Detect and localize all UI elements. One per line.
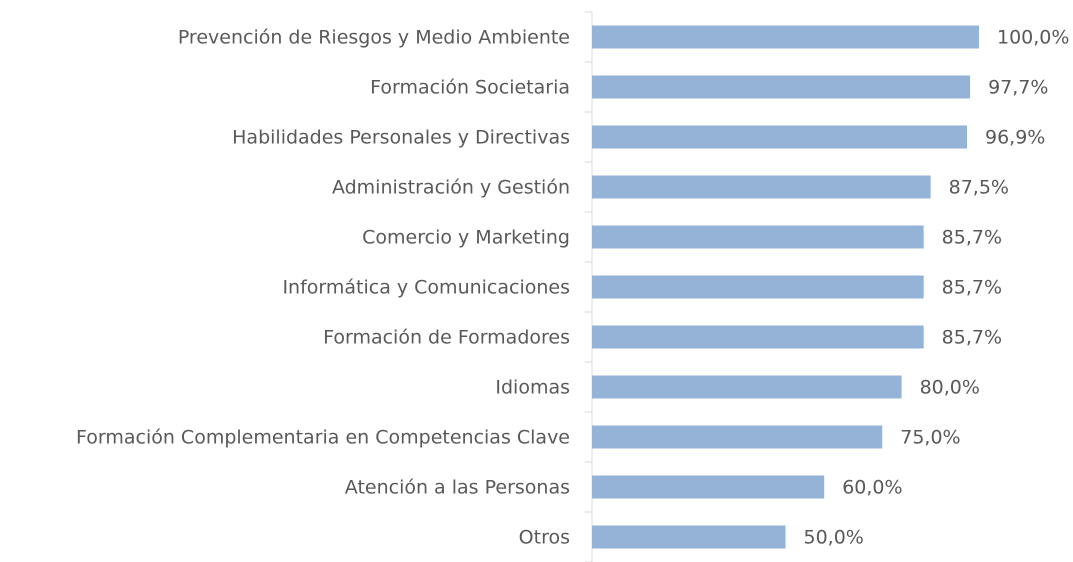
category-label: Formación Societaria [370, 77, 570, 99]
value-label: 75,0% [900, 427, 960, 449]
bar [592, 325, 924, 349]
category-label: Atención a las Personas [345, 477, 570, 499]
category-label: Formación de Formadores [323, 327, 570, 349]
value-label: 97,7% [988, 77, 1048, 99]
value-label: 85,7% [942, 227, 1002, 249]
value-label: 100,0% [997, 27, 1069, 49]
value-label: 60,0% [842, 477, 902, 499]
bar [592, 475, 825, 499]
bar [592, 225, 924, 249]
category-label: Idiomas [495, 377, 570, 399]
value-label: 85,7% [942, 277, 1002, 299]
category-label: Formación Complementaria en Competencias… [76, 427, 570, 449]
category-label: Prevención de Riesgos y Medio Ambiente [178, 27, 570, 49]
category-label: Otros [519, 527, 570, 549]
bar [592, 525, 786, 549]
bar [592, 25, 979, 49]
value-label: 96,9% [985, 127, 1045, 149]
category-label: Comercio y Marketing [362, 227, 570, 249]
value-label: 80,0% [920, 377, 980, 399]
bar [592, 275, 924, 299]
category-label: Informática y Comunicaciones [282, 277, 570, 299]
bar [592, 125, 968, 149]
value-label: 85,7% [942, 327, 1002, 349]
bar [592, 425, 883, 449]
category-label: Habilidades Personales y Directivas [232, 127, 570, 149]
bar [592, 175, 931, 199]
value-label: 87,5% [949, 177, 1009, 199]
bar [592, 375, 902, 399]
bar [592, 75, 971, 99]
value-label: 50,0% [804, 527, 864, 549]
category-label: Administración y Gestión [332, 177, 570, 199]
